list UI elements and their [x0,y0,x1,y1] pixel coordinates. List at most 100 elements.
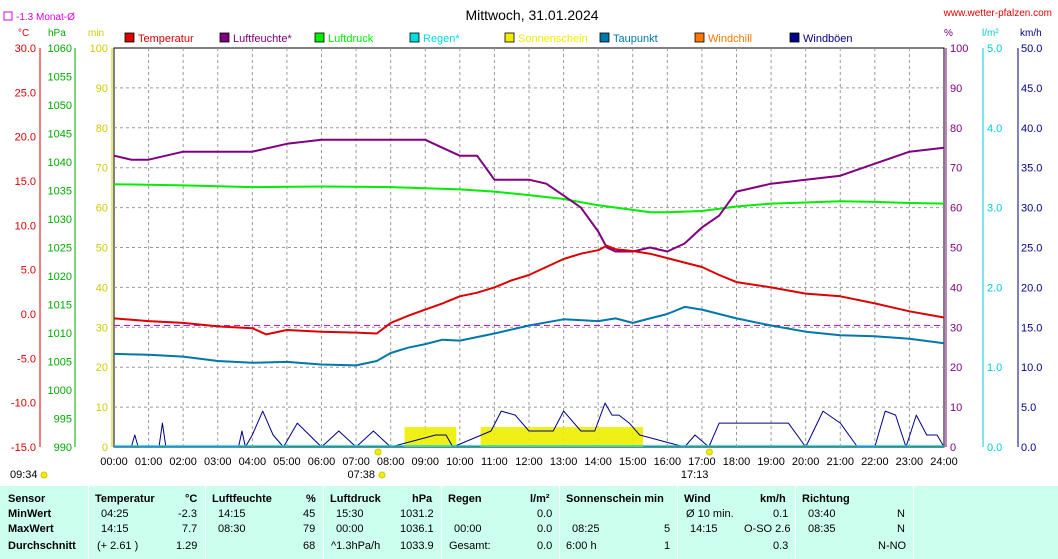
temp-avg-value: 1.29 [176,540,198,552]
legend-label: Temperatur [138,33,194,45]
sun_min-tick-label: 90 [96,83,108,95]
temp_c-tick-label: 20.0 [15,132,36,144]
wind_kmh-tick-label: 30.0 [1021,203,1042,215]
sun_min-tick-label: 0 [102,442,108,454]
temp-max-time: 14:15 [101,523,129,535]
table-divider [323,486,324,559]
temp-trend: (+ 2.61 ) [97,540,139,552]
temp_c-tick-label: -5.0 [17,353,36,365]
pressure_hpa-tick-label: 1040 [48,157,72,169]
pressure_hpa-tick-label: 1035 [48,186,72,198]
sunshine-bar [480,427,644,447]
rain_lm2-tick-label: 0.0 [987,442,1002,454]
rain-total-value: 0.0 [537,540,553,552]
wind_kmh-tick-label: 0.0 [1021,442,1036,454]
humidity_pct-tick-label: 50 [950,243,962,255]
sun_min-tick-label: 50 [96,243,108,255]
x-tick-label: 12:00 [515,456,543,468]
table-divider [795,486,796,559]
legend-swatch [409,32,420,43]
temp-min-value: -2.3 [178,508,197,520]
x-tick-label: 13:00 [550,456,578,468]
sunrise-icon [374,448,382,456]
site-url[interactable]: www.wetter-pfalzen.com [943,8,1052,19]
x-tick-label: 15:00 [619,456,647,468]
windböen-line [114,402,945,448]
wind_kmh-tick-label: 10.0 [1021,362,1042,374]
hum-min-value: 45 [303,508,316,520]
chart-title: Mittwoch, 31.01.2024 [465,7,598,23]
humidity_pct-tick-label: 30 [950,322,962,334]
unit-min: min [88,28,104,39]
unit-pct: % [944,28,953,39]
rain-max-time: 00:00 [454,523,482,535]
x-tick-label: 23:00 [896,456,924,468]
chart-grid [113,47,945,448]
dir-max-time: 08:35 [808,523,836,535]
rain-unit: l/m² [530,493,550,505]
wind-max-value: O-SO 2.6 [744,523,791,535]
sun_min-tick-label: 70 [96,163,108,175]
x-tick-label: 05:00 [273,456,301,468]
x-tick-label: 24:00 [930,456,958,468]
table-divider [441,486,442,559]
pressure_hpa-tick-label: 1005 [48,357,72,369]
legend-label: Regen* [423,33,460,45]
chart-legend: Temperatur Luftfeuchte* Luftdruck Regen* Son… [124,32,853,45]
luftfeuchte-line [113,138,945,253]
x-tick-label: 09:00 [411,456,439,468]
hum-max-time: 08:30 [218,523,246,535]
x-tick-label: 18:00 [723,456,751,468]
press-avg-value: 1033.9 [400,540,434,552]
hum-unit: % [306,493,316,505]
chart-markers: 07:38 17:13 09:34 [10,448,713,481]
luftdruck-line [113,183,945,214]
press-min-time: 15:30 [336,508,364,520]
rain-max-value: 0.0 [537,523,553,535]
table-divider [205,486,206,559]
press-min-value: 1031.2 [400,508,434,520]
table-divider [559,486,560,559]
unit-hpa: hPa [48,28,66,39]
dir-min-value: N [897,508,905,520]
table-divider [677,486,678,559]
dir-max-value: N [897,523,905,535]
row-avg-label: Durchschnitt [8,540,76,552]
monat-label: -1.3 Monat-Ø [16,12,75,23]
x-tick-label: 03:00 [204,456,232,468]
humidity_pct-tick-label: 100 [950,43,968,55]
wind-head: Wind [684,493,711,505]
rain-total-label: Gesamt: [449,540,491,552]
sun-max-value: 5 [664,523,671,535]
monat-icon [3,11,13,21]
x-tick-label: 00:00 [100,456,128,468]
legend-swatch [314,32,325,43]
temp_c-tick-label: 25.0 [15,87,36,99]
sunrise-time: 07:38 [347,469,375,481]
wind_kmh-tick-label: 35.0 [1021,163,1042,175]
current-time-label: 09:34 [10,469,38,481]
temp_c-tick-label: 5.0 [21,265,36,277]
sunrise-sun-icon [378,471,386,479]
rain_lm2-tick-label: 4.0 [987,123,1002,135]
temp-head: Temperatur [95,493,155,505]
sun-max-time: 08:25 [572,523,600,535]
rain-min-value: 0.0 [537,508,553,520]
rain_lm2-tick-label: 1.0 [987,362,1002,374]
wind_kmh-tick-label: 5.0 [1021,402,1036,414]
humidity_pct-tick-label: 20 [950,362,962,374]
sun-head: Sonnenschein min [566,493,664,505]
temp-min-time: 04:25 [101,508,129,520]
temp_c-tick-label: 30.0 [15,43,36,55]
sun-total-label: 6:00 h [566,540,597,552]
x-tick-label: 22:00 [861,456,889,468]
unit-temp: °C [18,28,29,39]
chart-axes: 00:00 01:00 02:00 03:00 04:00 05:00 06:00 07:00… [11,43,1043,468]
sunset-time: 17:13 [681,469,709,481]
pressure_hpa-tick-label: 1055 [48,72,72,84]
press-head: Luftdruck [330,493,381,505]
press-unit: hPa [412,493,433,505]
humidity_pct-tick-label: 0 [950,442,956,454]
legend-swatch [789,32,800,43]
press-max-value: 1036.1 [400,523,434,535]
